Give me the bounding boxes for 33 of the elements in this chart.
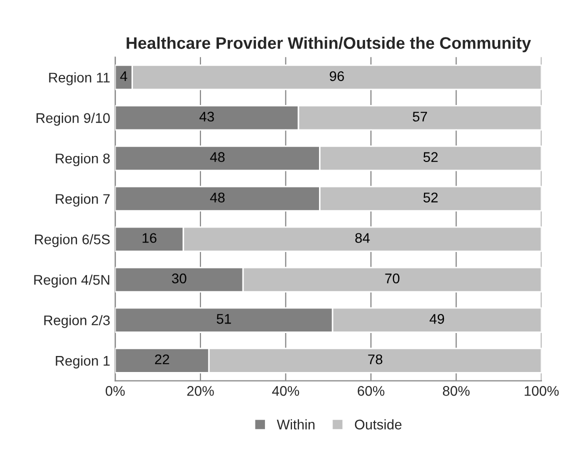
data-label: 52: [423, 152, 438, 162]
data-label: 22: [155, 354, 170, 364]
chart-title: Healthcare Provider Within/Outside the Community: [126, 36, 531, 52]
data-label: 4: [120, 71, 128, 81]
y-tick-label: Region 4/5N: [34, 274, 110, 288]
legend-label: Outside: [354, 419, 402, 430]
y-tick-label: Region 2/3: [44, 315, 110, 328]
data-label: 51: [216, 314, 231, 324]
legend-label: Within: [276, 419, 314, 430]
y-tick-label: Region 6/5S: [35, 234, 110, 248]
data-label: 49: [430, 314, 444, 324]
x-tick-label: 20%: [187, 386, 214, 396]
data-label: 52: [423, 192, 438, 202]
x-tick-label: 60%: [358, 386, 384, 396]
data-label: 30: [172, 274, 186, 284]
data-label: 16: [142, 233, 156, 243]
data-label: 48: [210, 192, 225, 202]
x-tick-label: 100%: [524, 386, 559, 396]
y-tick-label: Region 8: [56, 153, 110, 166]
data-label: 43: [199, 112, 214, 122]
y-tick-label: Region 11: [49, 72, 110, 86]
y-tick-label: Region 7: [56, 194, 110, 207]
y-tick-label: Region 1: [56, 356, 110, 368]
x-tick-label: 80%: [442, 386, 470, 396]
data-label: 48: [210, 152, 225, 162]
data-label: 96: [330, 71, 344, 82]
y-tick-label: Region 9/10: [36, 112, 110, 126]
data-label: 84: [355, 233, 370, 243]
data-label: 78: [368, 354, 382, 364]
x-tick-label: 40%: [272, 386, 300, 396]
data-label: 70: [385, 274, 400, 284]
x-tick-label: 0%: [106, 386, 125, 396]
data-label: 57: [412, 112, 427, 122]
